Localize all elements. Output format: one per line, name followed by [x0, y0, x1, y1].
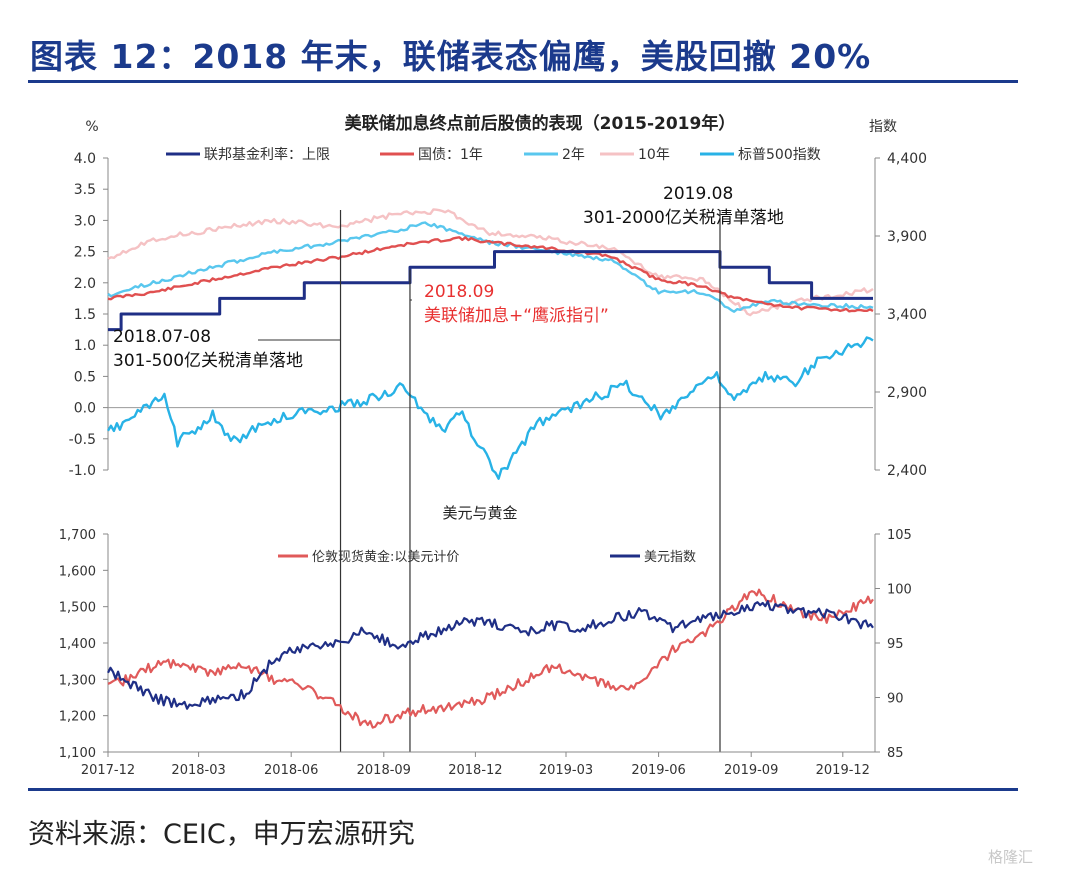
- bottom-chart-title: 美元与黄金: [442, 504, 517, 522]
- bottom-left-tick-label: 1,600: [59, 564, 96, 579]
- top-series-line: [106, 336, 874, 480]
- bottom-chart-lines: [107, 588, 874, 729]
- top-right-tick-label: 4,400: [887, 151, 927, 167]
- bottom-x-tick-label: 2018-03: [171, 763, 225, 778]
- bottom-right-tick-label: 95: [887, 637, 904, 652]
- top-left-tick-label: 2.5: [74, 245, 96, 261]
- bottom-right-tick-label: 100: [887, 583, 912, 598]
- top-right-tick-label: 3,900: [887, 229, 927, 245]
- top-legend-label: 10年: [638, 147, 670, 163]
- top-chart-axes: 4.0 3.5 3.0 2.5 2.0 1.5 1.0 0.5 0.0 -0.5 -1.0 4,400…: [69, 151, 927, 479]
- top-left-tick-label: 0.0: [74, 401, 96, 417]
- annotation-label: 2019.08: [663, 184, 733, 204]
- top-left-tick-label: 2.0: [74, 276, 96, 292]
- bottom-x-tick-label: 2017-12: [81, 763, 135, 778]
- top-legend-label: 联邦基金利率：上限: [204, 146, 330, 163]
- top-chart-lines: [106, 208, 874, 480]
- top-right-tick-label: 3,400: [887, 307, 927, 323]
- top-legend-label: 2年: [562, 147, 585, 163]
- bottom-chart-legend: 伦敦现货黄金:以美元计价 美元指数: [278, 549, 696, 565]
- gold-price-line: [107, 588, 874, 729]
- bottom-left-tick-label: 1,500: [59, 601, 96, 616]
- bottom-chart-axes: 1,700 1,600 1,500 1,400 1,300 1,200 1,100 105 10…: [59, 528, 912, 778]
- bottom-right-tick-label: 105: [887, 528, 912, 543]
- watermark: 格隆汇: [988, 848, 1034, 866]
- top-series-line: [108, 250, 873, 332]
- bottom-legend-label: 美元指数: [644, 550, 696, 565]
- annotation-label: 美联储加息+“鹰派指引”: [424, 306, 609, 326]
- top-right-tick-label: 2,400: [887, 463, 927, 479]
- top-chart-title: 美联储加息终点前后股债的表现（2015-2019年）: [345, 113, 736, 134]
- bottom-right-tick-label: 85: [887, 746, 904, 761]
- bottom-left-tick-label: 1,100: [59, 746, 96, 761]
- top-chart-left-unit: %: [85, 119, 98, 135]
- top-right-tick-label: 2,900: [887, 385, 927, 401]
- top-left-tick-label: -0.5: [69, 432, 96, 448]
- bottom-x-tick-label: 2019-09: [724, 763, 778, 778]
- bottom-x-tick-label: 2019-06: [631, 763, 685, 778]
- dollar-index-line: [107, 600, 874, 710]
- annotation-label: 2018.07-08: [113, 327, 211, 347]
- bottom-x-tick-label: 2019-12: [816, 763, 870, 778]
- bottom-x-tick-label: 2018-06: [264, 763, 318, 778]
- top-chart-right-unit: 指数: [869, 119, 897, 135]
- top-left-tick-label: 4.0: [74, 151, 96, 167]
- annotation-label: 301-500亿关税清单落地: [113, 351, 303, 371]
- top-left-tick-label: 1.0: [74, 338, 96, 354]
- source-divider: [28, 788, 1018, 791]
- top-left-tick-label: 1.5: [74, 307, 96, 323]
- top-series-line: [107, 208, 874, 317]
- top-left-tick-label: 3.0: [74, 213, 96, 229]
- top-left-tick-label: 3.5: [74, 182, 96, 198]
- annotation-label: 301-2000亿关税清单落地: [583, 208, 784, 228]
- bottom-right-tick-label: 90: [887, 692, 904, 707]
- annotation-label: 2018.09: [424, 282, 494, 302]
- bottom-chart-panel: 美元与黄金 伦敦现货黄金:以美元计价 美元指数 1,7001,6001,5001,…: [59, 504, 912, 778]
- figure-title: 图表 12：2018 年末，联储表态偏鹰，美股回撤 20%: [30, 37, 872, 76]
- top-left-tick-label: 0.5: [74, 369, 96, 385]
- top-chart-panel: 美联储加息终点前后股债的表现（2015-2019年） % 指数 联邦基金利率：上…: [69, 113, 927, 752]
- bottom-left-tick-label: 1,300: [59, 673, 96, 688]
- top-chart-annotations: 2018.07-08 301-500亿关税清单落地 2018.09 美联储加息+“鹰派…: [113, 184, 784, 752]
- source-note: 资料来源：CEIC，申万宏源研究: [28, 819, 415, 850]
- bottom-x-tick-label: 2018-12: [448, 763, 502, 778]
- bottom-left-tick-label: 1,700: [59, 528, 96, 543]
- top-series-line: [107, 236, 874, 313]
- bottom-x-tick-label: 2018-09: [357, 763, 411, 778]
- title-divider: [28, 80, 1018, 83]
- bottom-left-tick-label: 1,200: [59, 710, 96, 725]
- top-legend-label: 国债：1年: [418, 147, 483, 163]
- bottom-legend-label: 伦敦现货黄金:以美元计价: [312, 549, 459, 565]
- top-chart-legend: 联邦基金利率：上限 国债：1年 2年 10年 标普500指数: [166, 146, 821, 163]
- top-left-tick-label: -1.0: [69, 463, 96, 479]
- bottom-x-tick-label: 2019-03: [539, 763, 593, 778]
- top-legend-label: 标普500指数: [738, 147, 821, 163]
- bottom-left-tick-label: 1,400: [59, 637, 96, 652]
